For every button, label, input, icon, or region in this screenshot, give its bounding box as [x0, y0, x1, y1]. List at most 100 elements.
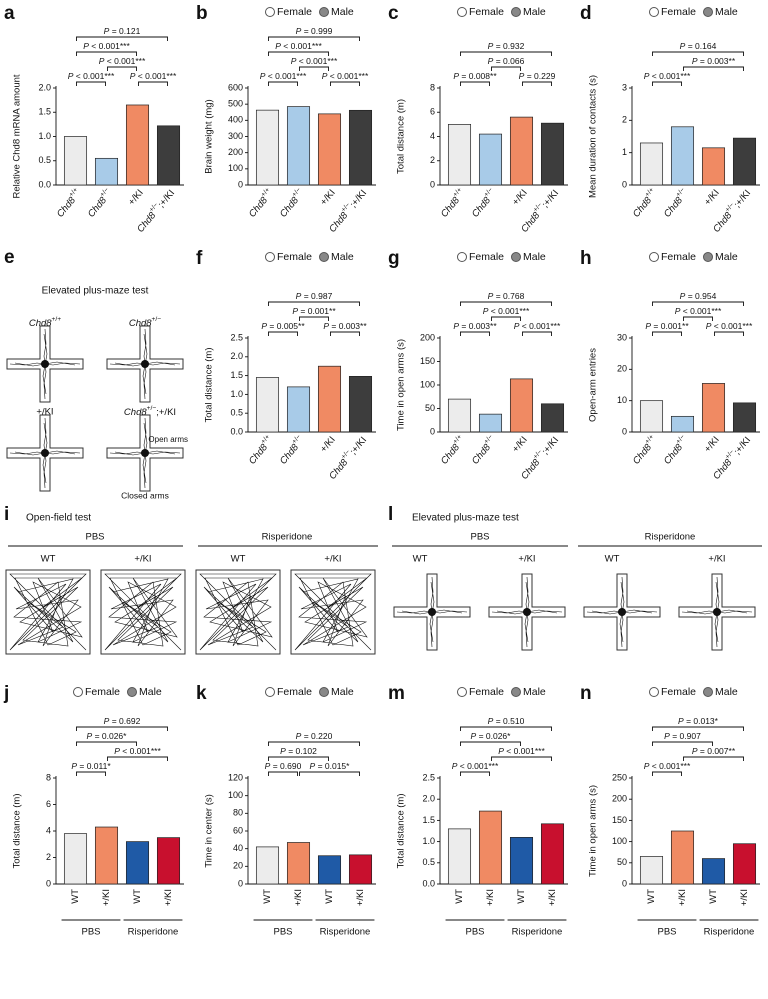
comparison-bracket	[652, 301, 744, 306]
comparison-label: P = 0.229	[519, 71, 556, 81]
comparison-bracket	[299, 771, 360, 776]
comparison-bracket	[460, 51, 552, 56]
bar	[447, 124, 472, 186]
y-tick-label: 80	[233, 808, 243, 818]
comparison-label: P = 0.001**	[292, 306, 336, 316]
comparison-label: P = 0.003**	[453, 321, 497, 331]
y-tick-label: 150	[420, 356, 435, 366]
bar	[701, 383, 726, 433]
bar	[540, 823, 565, 885]
y-tick-label: 4	[46, 825, 51, 835]
group-label: Risperidone	[128, 927, 179, 938]
y-tick-label: 2.0	[422, 794, 435, 804]
legend-marker	[127, 687, 137, 697]
panel-letter: d	[580, 3, 592, 24]
x-tick-label: +/KI	[318, 434, 337, 454]
legend-marker	[511, 687, 521, 697]
legend-label: Male	[331, 6, 354, 18]
group-label: Risperidone	[320, 927, 371, 938]
y-tick-label: 0	[430, 426, 435, 436]
bar	[670, 830, 695, 885]
comparison-bracket	[491, 316, 521, 321]
comparison-label: P < 0.001***	[291, 56, 338, 66]
x-tick-label: WT	[70, 889, 81, 904]
y-tick-label: 2.0	[230, 351, 243, 361]
legend-marker	[265, 252, 275, 262]
comparison-label: P = 0.011*	[71, 761, 111, 771]
y-tick-label: 300	[228, 131, 243, 141]
y-tick-label: 400	[228, 115, 243, 125]
comparison-bracket	[76, 36, 168, 41]
panel-letter: i	[4, 504, 9, 525]
x-tick-label: Chd8+/+	[438, 187, 468, 220]
bar	[540, 403, 565, 433]
comparison-bracket	[522, 331, 552, 336]
panel-letter: n	[580, 683, 592, 704]
comparison-label: P = 0.008**	[453, 71, 497, 81]
maze-trajectory	[583, 573, 661, 651]
bar	[286, 386, 311, 433]
x-tick-label: +/KI	[101, 889, 112, 906]
y-tick-label: 1	[622, 147, 627, 157]
y-tick-label: 6	[430, 107, 435, 117]
legend-marker	[73, 687, 83, 697]
comparison-label: P < 0.001***	[452, 761, 499, 771]
comparison-bracket	[268, 81, 298, 86]
group-label: Risperidone	[512, 927, 563, 938]
y-tick-label: 50	[617, 857, 627, 867]
y-tick-label: 0	[238, 878, 243, 888]
y-axis-label: Total distance (m)	[396, 794, 407, 869]
y-tick-label: 1.5	[230, 370, 243, 380]
y-tick-label: 150	[612, 815, 627, 825]
group-label: PBS	[273, 927, 292, 938]
legend-label: Female	[469, 686, 504, 698]
bar	[540, 122, 565, 186]
comparison-bracket	[652, 81, 682, 86]
y-tick-label: 2	[622, 115, 627, 125]
y-tick-label: 40	[233, 843, 243, 853]
maze-label: +/KI	[36, 407, 53, 418]
comparison-bracket	[460, 771, 490, 776]
legend-label: Female	[277, 686, 312, 698]
comparison-bracket	[652, 331, 682, 336]
x-tick-label: WT	[516, 889, 527, 904]
comparison-label: P = 0.003**	[692, 56, 736, 66]
y-tick-label: 2.5	[230, 332, 243, 342]
comparison-bracket	[683, 316, 713, 321]
legend-marker	[319, 252, 329, 262]
x-tick-label: WT	[262, 889, 273, 904]
bar	[701, 147, 726, 186]
comparison-label: P = 0.510	[488, 716, 525, 726]
x-tick-label: Chd8+/+	[246, 187, 276, 220]
comparison-label: P = 0.987	[296, 291, 333, 301]
comparison-bracket	[330, 331, 360, 336]
maze-trajectory	[393, 573, 471, 651]
x-tick-label: +/KI	[677, 889, 688, 906]
comparison-bracket	[268, 51, 329, 56]
comparison-bracket	[76, 51, 137, 56]
field-trajectory	[100, 569, 186, 655]
comparison-label: P < 0.001***	[644, 761, 691, 771]
group-label: PBS	[85, 532, 104, 543]
legend-marker	[319, 7, 329, 17]
maze-trajectory	[6, 414, 84, 492]
closed-arms-label: Closed arms	[121, 490, 169, 500]
panel-letter: b	[196, 3, 208, 24]
x-tick-label: Chd8+/−	[469, 434, 499, 467]
maze-trajectory	[678, 573, 756, 651]
y-tick-label: 0.5	[422, 857, 435, 867]
comparison-label: P = 0.692	[104, 716, 141, 726]
legend-label: Female	[277, 6, 312, 18]
legend-label: Male	[523, 686, 546, 698]
x-tick-label: +/KI	[163, 889, 174, 906]
group-label: Risperidone	[645, 532, 696, 543]
comparison-bracket	[683, 66, 744, 71]
comparison-bracket	[460, 81, 490, 86]
x-tick-label: +/KI	[355, 889, 366, 906]
y-tick-label: 250	[612, 772, 627, 782]
comparison-label: P = 0.954	[680, 291, 717, 301]
y-tick-label: 0.0	[38, 179, 51, 189]
legend-marker	[265, 7, 275, 17]
x-tick-label: Chd8+/−	[661, 187, 691, 220]
